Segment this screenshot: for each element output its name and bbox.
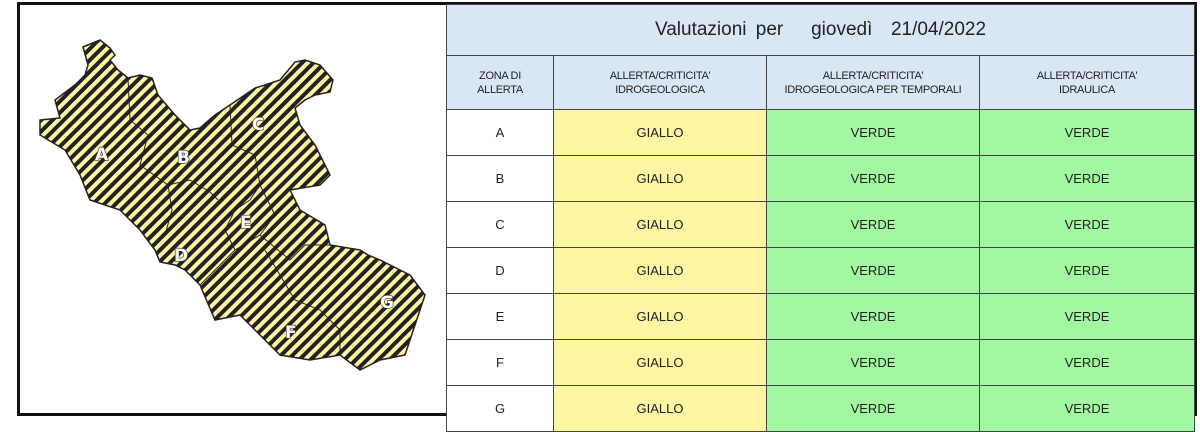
temporali-cell: VERDE: [766, 109, 980, 156]
map-label-a: A: [95, 145, 109, 165]
column-header-idrogeologica: ALLERTA/CRITICITA' IDROGEOLOGICA: [553, 55, 767, 110]
map-label-g: G: [380, 293, 394, 313]
table-row: F GIALLO VERDE VERDE: [446, 339, 1195, 386]
zone-cell: A: [446, 109, 554, 156]
temporali-cell: VERDE: [766, 293, 980, 340]
title-day: giovedì: [811, 19, 873, 40]
map-label-b: B: [177, 148, 190, 168]
region-outline: [39, 39, 426, 371]
idraulica-cell: VERDE: [979, 247, 1195, 294]
idrogeologica-cell: GIALLO: [553, 201, 767, 248]
zone-cell: B: [446, 155, 554, 202]
idraulica-cell: VERDE: [979, 155, 1195, 202]
column-header-zone: ZONA DI ALLERTA: [446, 55, 554, 110]
table-row: G GIALLO VERDE VERDE: [446, 385, 1195, 432]
map-label-c: C: [252, 115, 264, 135]
zone-cell: D: [446, 247, 554, 294]
zone-borders: [127, 77, 341, 355]
idrogeologica-cell: GIALLO: [553, 109, 767, 156]
idrogeologica-cell: GIALLO: [553, 385, 767, 432]
table-title: Valutazioni per giovedì 21/04/2022: [446, 4, 1195, 56]
table-row: E GIALLO VERDE VERDE: [446, 293, 1195, 340]
idrogeologica-cell: GIALLO: [553, 155, 767, 202]
column-header-line: ALLERTA: [477, 83, 523, 96]
column-header-line: ALLERTA/CRITICITA': [822, 69, 924, 82]
zone-cell: E: [446, 293, 554, 340]
title-prefix: Valutazioni per: [654, 19, 784, 40]
map-label-d: D: [174, 246, 188, 266]
idraulica-cell: VERDE: [979, 293, 1195, 340]
column-header-line: IDROGEOLOGICA: [615, 83, 705, 96]
column-header-line: ALLERTA/CRITICITA': [1036, 69, 1138, 82]
idrogeologica-cell: GIALLO: [553, 247, 767, 294]
title-date: 21/04/2022: [890, 19, 987, 40]
idraulica-cell: VERDE: [979, 385, 1195, 432]
table-row: D GIALLO VERDE VERDE: [446, 247, 1195, 294]
column-header-line: IDRAULICA: [1059, 83, 1115, 96]
column-header-line: ALLERTA/CRITICITA': [609, 69, 711, 82]
zone-cell: C: [446, 201, 554, 248]
temporali-cell: VERDE: [766, 247, 980, 294]
table-row: C GIALLO VERDE VERDE: [446, 201, 1195, 248]
temporali-cell: VERDE: [766, 339, 980, 386]
idraulica-cell: VERDE: [979, 339, 1195, 386]
column-header-idraulica: ALLERTA/CRITICITA' IDRAULICA: [979, 55, 1195, 110]
alert-table: Valutazioni per giovedì 21/04/2022 ZONA …: [446, 4, 1195, 432]
temporali-cell: VERDE: [766, 155, 980, 202]
alert-zone-map: A B C D E F G: [39, 39, 426, 371]
table-row: B GIALLO VERDE VERDE: [446, 155, 1195, 202]
column-header-line: IDROGEOLOGICA PER TEMPORALI: [784, 83, 962, 96]
temporali-cell: VERDE: [766, 385, 980, 432]
idrogeologica-cell: GIALLO: [553, 293, 767, 340]
zone-cell: F: [446, 339, 554, 386]
column-header-line: ZONA DI: [479, 69, 521, 82]
table-row: A GIALLO VERDE VERDE: [446, 109, 1195, 156]
map-label-f: F: [285, 323, 297, 343]
map-label-e: E: [240, 213, 252, 233]
zone-cell: G: [446, 385, 554, 432]
temporali-cell: VERDE: [766, 201, 980, 248]
column-header-temporali: ALLERTA/CRITICITA' IDROGEOLOGICA PER TEMP…: [766, 55, 980, 110]
idrogeologica-cell: GIALLO: [553, 339, 767, 386]
idraulica-cell: VERDE: [979, 201, 1195, 248]
idraulica-cell: VERDE: [979, 109, 1195, 156]
